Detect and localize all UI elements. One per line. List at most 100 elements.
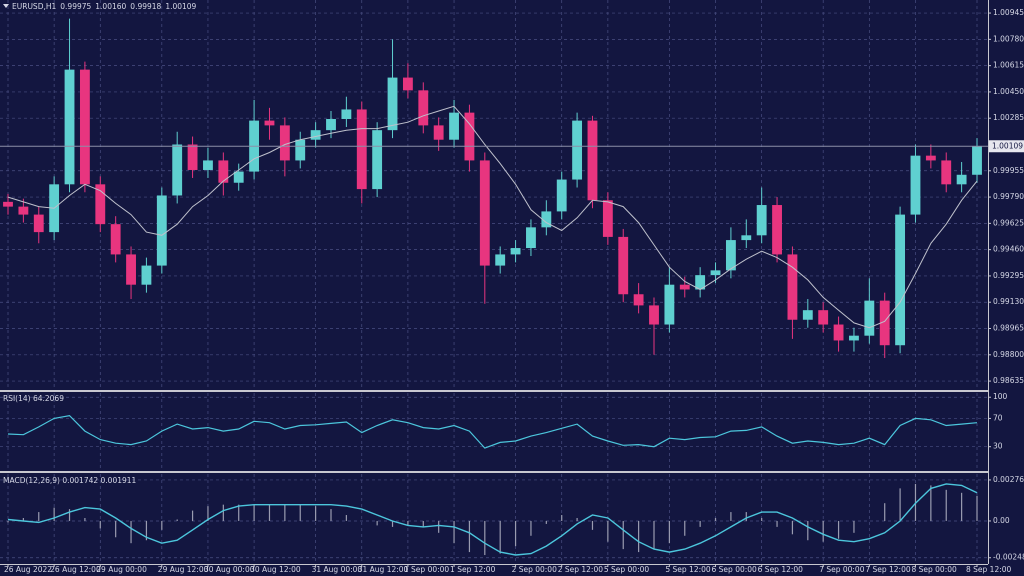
- macd-bar: [545, 520, 547, 524]
- candle-body: [787, 254, 798, 320]
- macd-bar: [7, 520, 9, 523]
- macd-bar: [22, 518, 24, 521]
- candle-body: [495, 254, 506, 266]
- candle-body: [572, 120, 583, 180]
- candle-body: [972, 146, 982, 175]
- macd-bar: [668, 520, 670, 544]
- x-tick-label: 6 Sep 00:00: [712, 565, 758, 574]
- x-tick-label: 30 Aug 00:00: [204, 565, 255, 574]
- macd-bar: [176, 519, 178, 521]
- macd-bar: [115, 520, 117, 538]
- macd-bar: [853, 520, 855, 533]
- candle-body: [556, 179, 567, 212]
- macd-bar: [422, 520, 424, 527]
- macd-bar: [730, 512, 732, 521]
- macd-bar: [499, 520, 501, 554]
- x-tick-label: 5 Sep 00:00: [604, 565, 650, 574]
- x-tick-label: 8 Sep 12:00: [966, 565, 1012, 574]
- candle-body: [956, 174, 967, 185]
- macd-bar: [484, 520, 486, 556]
- candle-body: [695, 275, 706, 290]
- header-text: 1.00109: [165, 2, 196, 11]
- macd-bar: [161, 520, 163, 530]
- macd-bar: [745, 512, 747, 521]
- candle-body: [541, 211, 552, 228]
- candle-body: [741, 235, 752, 241]
- macd-bar: [638, 520, 640, 553]
- candle-body: [3, 201, 13, 207]
- indicator-line: [7, 414, 978, 449]
- macd-bar: [391, 520, 394, 527]
- y-tick-label: 0.98965: [993, 324, 1024, 333]
- macd-bar: [268, 504, 271, 521]
- macd-bar: [284, 504, 286, 521]
- x-tick-label: 2 Sep 00:00: [512, 565, 558, 574]
- moving-average: [7, 105, 978, 329]
- candle-body: [187, 144, 198, 170]
- candle-body: [233, 171, 244, 183]
- candle-body: [633, 294, 644, 306]
- candle-body: [802, 310, 813, 320]
- candle-body: [64, 69, 75, 185]
- y-tick-label: 0.99130: [993, 297, 1024, 306]
- candle-body: [372, 130, 383, 190]
- menu-arrow[interactable]: [3, 4, 9, 8]
- candle-body: [402, 77, 413, 91]
- candle-body: [649, 305, 659, 325]
- macd-bar: [653, 520, 655, 550]
- candle-body: [864, 300, 875, 336]
- candle-body: [279, 125, 290, 161]
- macd-bar: [53, 507, 55, 521]
- macd-bar: [976, 495, 978, 521]
- macd-bar: [591, 520, 594, 530]
- macd-bar: [791, 520, 794, 535]
- macd-bar: [38, 512, 40, 521]
- candle-body: [433, 125, 444, 140]
- macd-bar: [884, 503, 886, 521]
- macd-bar: [514, 520, 517, 547]
- macd-bar: [407, 520, 409, 526]
- macd-bar: [84, 518, 86, 521]
- candle-body: [772, 205, 782, 255]
- macd-bar: [99, 520, 101, 529]
- candle-body: [141, 265, 152, 285]
- macd-bar: [899, 488, 901, 521]
- candle-body: [418, 90, 429, 126]
- y-tick-label: 1.00615: [993, 61, 1024, 70]
- y-tick-label: 1.00780: [993, 34, 1024, 43]
- x-tick-label: 6 Sep 12:00: [758, 565, 804, 574]
- macd-bar: [776, 520, 778, 527]
- macd-bar: [684, 520, 686, 536]
- macd-bar: [238, 504, 240, 521]
- candle-body: [618, 236, 629, 295]
- x-tick-label: 29 Aug 12:00: [158, 565, 209, 574]
- candle-body: [526, 227, 536, 249]
- candle-body: [172, 144, 183, 196]
- y-tick-label: 100: [993, 392, 1008, 401]
- header-text: 0.99918: [130, 2, 161, 11]
- candle-body: [818, 310, 829, 325]
- candle-body: [203, 160, 213, 170]
- candle-body: [79, 69, 90, 185]
- macd-bar: [145, 520, 148, 541]
- macd-bar: [607, 520, 609, 542]
- candle-body: [326, 119, 336, 131]
- header-text: 0.99975: [60, 2, 91, 11]
- y-tick-label: 0.99625: [993, 218, 1024, 227]
- y-tick-label: 70: [993, 413, 1003, 422]
- candle-body: [356, 109, 367, 190]
- candle-body: [833, 324, 844, 341]
- candle-body: [925, 155, 936, 161]
- macd-bar: [945, 489, 947, 521]
- y-tick-label: -0.002482: [993, 553, 1024, 562]
- header-text: 1.00160: [95, 2, 126, 11]
- candle-body: [387, 77, 398, 131]
- candle-body: [679, 284, 690, 290]
- x-tick-label: 26 Aug 12:00: [50, 565, 101, 574]
- signal-line: [7, 483, 978, 556]
- y-tick-label: 0.002769: [993, 475, 1024, 484]
- candle-body: [479, 160, 490, 266]
- y-tick-label: 1.00450: [993, 87, 1024, 96]
